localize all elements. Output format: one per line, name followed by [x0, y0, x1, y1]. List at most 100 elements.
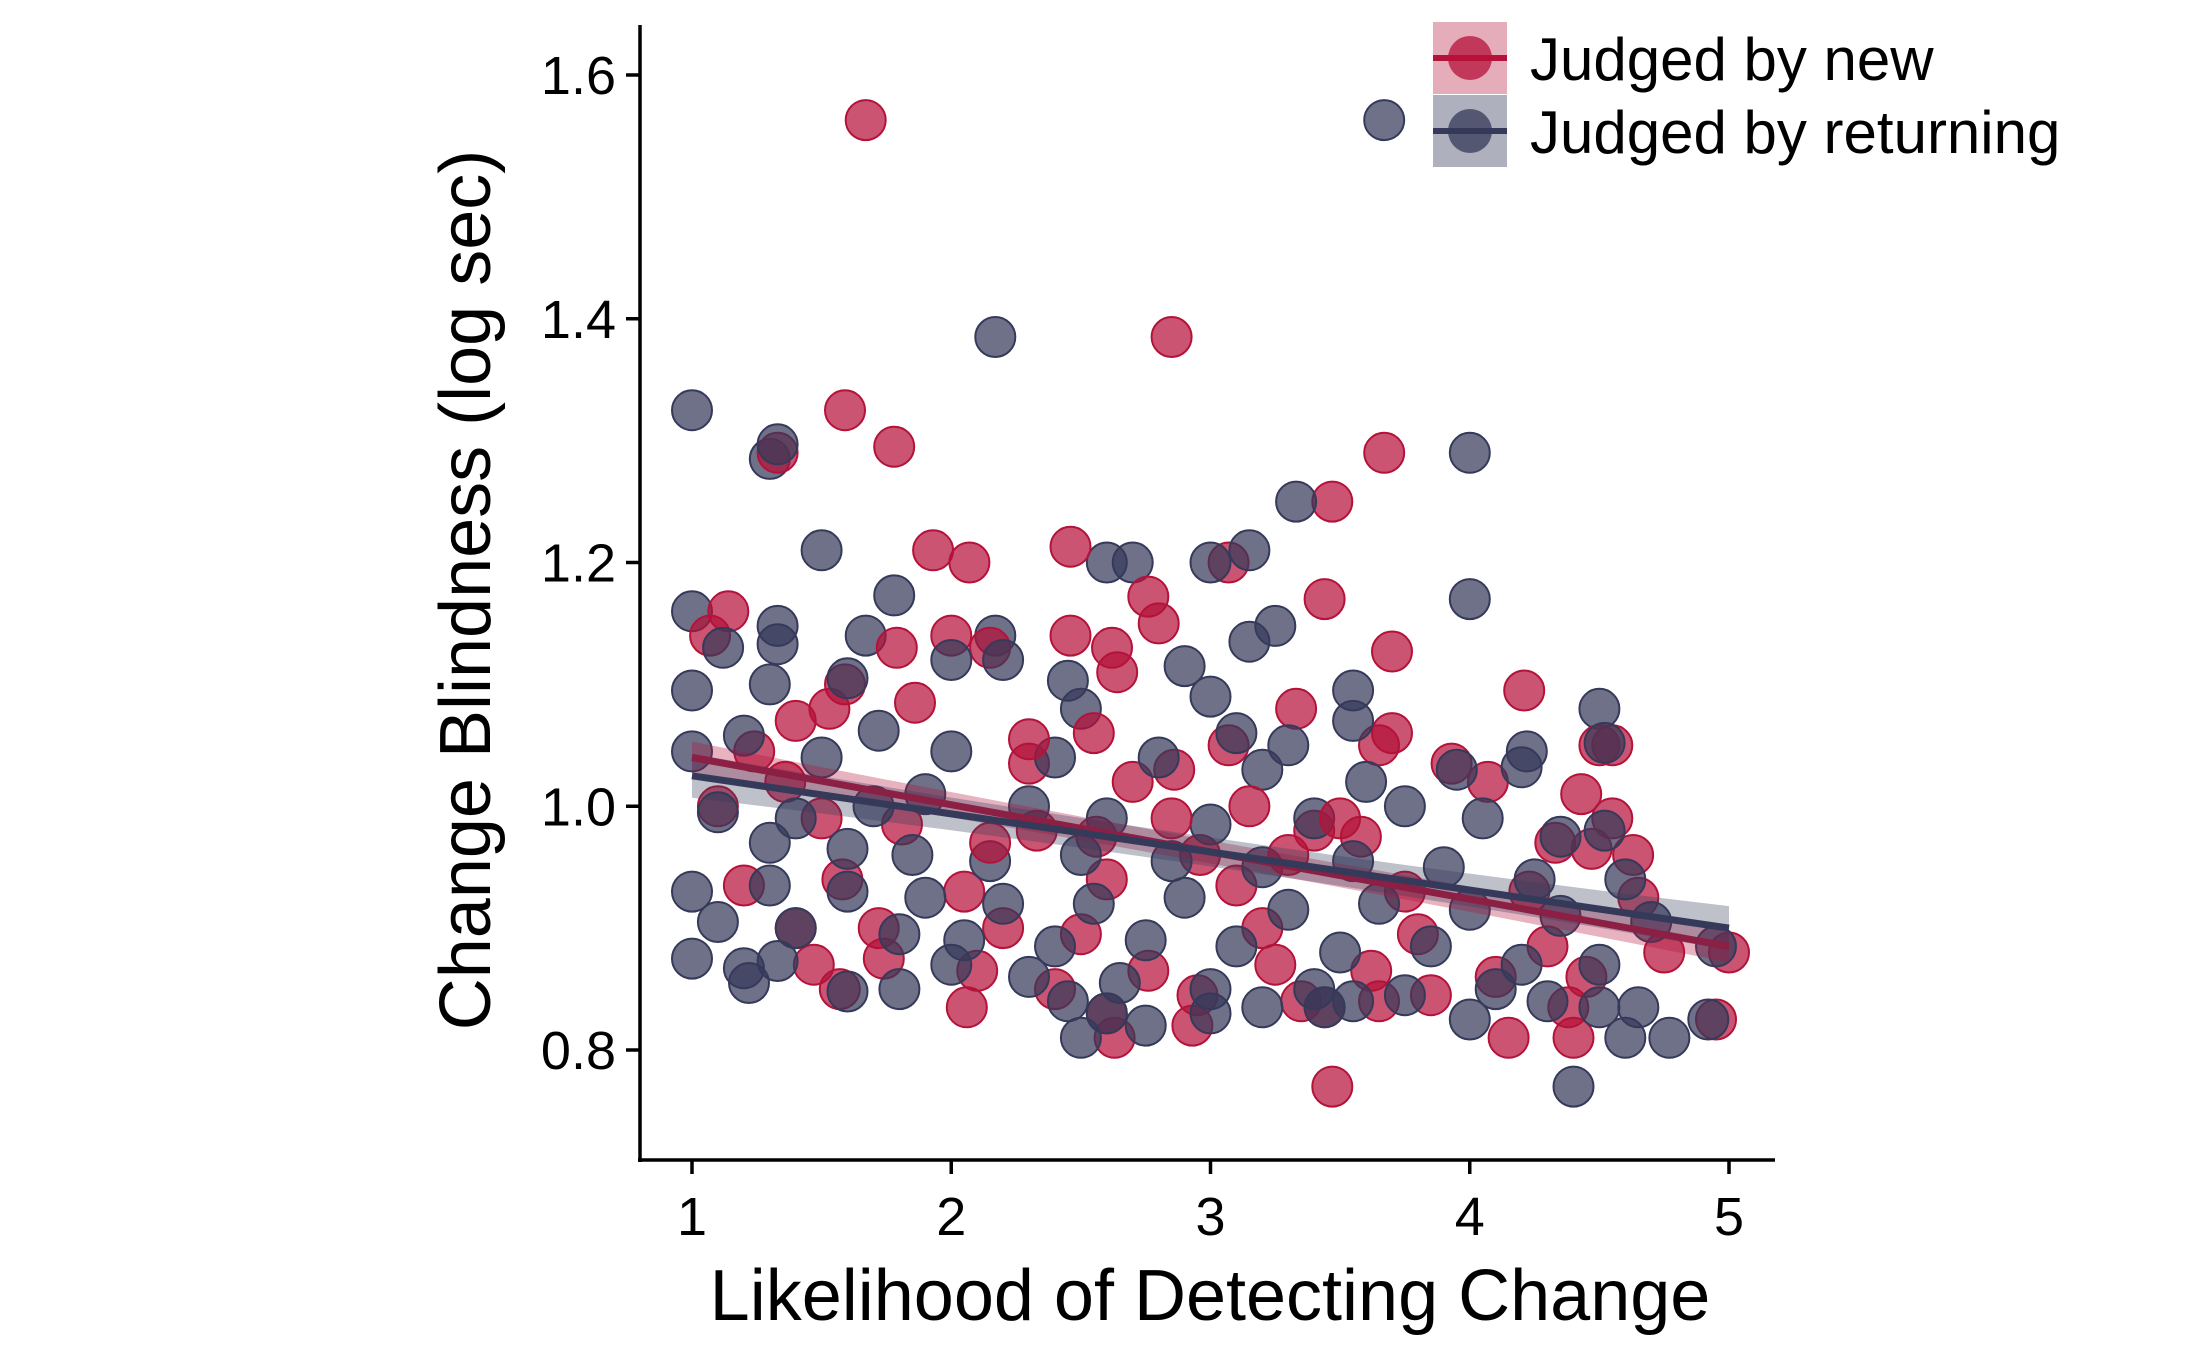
point-judged-by-returning [696, 791, 739, 834]
point-judged-by-returning [1526, 980, 1569, 1023]
point-judged-by-returning [1539, 815, 1582, 858]
legend-item-new: Judged by new [1433, 22, 1934, 94]
point-judged-by-returning [1583, 721, 1626, 764]
point-judged-by-returning [982, 882, 1025, 925]
point-judged-by-returning [774, 797, 817, 840]
point-judged-by-new [1111, 760, 1154, 803]
point-judged-by-returning [702, 626, 745, 669]
regression-layer [691, 741, 1730, 963]
point-judged-by-returning [748, 864, 791, 907]
regression-line-judged-by-returning [691, 772, 1730, 932]
point-judged-by-returning [1046, 980, 1089, 1023]
point-judged-by-new [945, 986, 988, 1029]
point-judged-by-new [1096, 651, 1139, 694]
point-judged-by-returning [1578, 986, 1621, 1029]
point-judged-by-returning [878, 913, 921, 956]
point-judged-by-new [875, 626, 918, 669]
legend-label-new: Judged by new [1530, 26, 1934, 93]
point-judged-by-returning [982, 639, 1025, 681]
legend: Judged by new Judged by returning [1433, 22, 2060, 167]
point-judged-by-returning [1085, 992, 1128, 1035]
point-judged-by-returning [1500, 746, 1543, 789]
point-judged-by-returning [878, 968, 921, 1011]
point-judged-by-returning [1228, 620, 1271, 663]
point-judged-by-new [1008, 718, 1050, 761]
x-tick-label: 5 [1714, 1187, 1744, 1247]
point-judged-by-new [1311, 1065, 1354, 1108]
point-judged-by-returning [1163, 876, 1206, 919]
point-judged-by-new [1487, 1016, 1530, 1059]
point-judged-by-new [1228, 785, 1271, 828]
y-axis-title: Change Blindness (log sec) [426, 150, 506, 1031]
point-judged-by-returning [748, 663, 791, 706]
point-judged-by-new [1049, 614, 1092, 657]
point-judged-by-returning [1303, 986, 1346, 1029]
axes [638, 25, 1775, 1162]
point-judged-by-new [1254, 943, 1297, 986]
point-judged-by-returning [756, 940, 799, 982]
point-judged-by-new [707, 590, 750, 633]
point-judged-by-returning [1461, 797, 1504, 840]
y-ticks: 0.8 1.0 1.2 1.4 1.6 [541, 46, 640, 1081]
point-judged-by-new [1150, 797, 1193, 840]
point-judged-by-returning [1072, 882, 1115, 925]
point-judged-by-returning [930, 730, 973, 773]
point-judged-by-returning [671, 669, 713, 712]
point-judged-by-new [844, 99, 887, 142]
point-judged-by-returning [1059, 1016, 1102, 1059]
point-judged-by-returning [671, 937, 713, 980]
point-judged-by-new [1363, 431, 1406, 474]
legend-key-returning-point [1448, 109, 1492, 153]
point-judged-by-returning [1448, 998, 1491, 1041]
y-tick-label: 1.2 [541, 534, 616, 594]
point-judged-by-returning [671, 870, 713, 913]
point-judged-by-returning [1578, 943, 1621, 986]
point-judged-by-returning [1500, 943, 1543, 986]
point-judged-by-returning [873, 574, 916, 617]
point-judged-by-new [873, 425, 916, 468]
point-judged-by-new [1303, 578, 1346, 621]
point-judged-by-returning [1215, 925, 1258, 968]
point-judged-by-returning [1189, 675, 1232, 718]
x-tick-label: 3 [1195, 1187, 1225, 1247]
point-judged-by-returning [1267, 724, 1310, 767]
point-judged-by-new [1137, 602, 1180, 645]
y-tick-label: 1.4 [541, 290, 616, 350]
point-judged-by-new [1150, 316, 1193, 358]
point-judged-by-returning [748, 821, 791, 864]
point-judged-by-new [1371, 712, 1413, 755]
point-judged-by-new [1275, 687, 1318, 730]
point-judged-by-new [1371, 630, 1413, 673]
legend-item-returning: Judged by returning [1433, 95, 2060, 167]
point-judged-by-returning [974, 316, 1017, 358]
point-judged-by-returning [756, 423, 799, 466]
point-judged-by-returning [1435, 748, 1478, 791]
point-judged-by-returning [1383, 974, 1426, 1017]
legend-label-returning: Judged by returning [1530, 99, 2060, 166]
point-judged-by-new [1072, 712, 1115, 755]
point-judged-by-returning [1319, 931, 1362, 974]
x-tick-label: 4 [1455, 1187, 1485, 1247]
point-judged-by-returning [1383, 785, 1426, 828]
point-judged-by-returning [1163, 645, 1206, 688]
point-judged-by-returning [774, 907, 817, 950]
point-judged-by-returning [930, 943, 973, 986]
point-judged-by-returning [1474, 968, 1517, 1011]
points-layer [671, 99, 1750, 1108]
point-judged-by-new [1560, 773, 1603, 816]
point-judged-by-returning [696, 901, 739, 943]
point-judged-by-returning [891, 834, 934, 876]
x-tick-label: 2 [936, 1187, 966, 1247]
point-judged-by-new [1319, 797, 1362, 840]
point-judged-by-returning [826, 827, 869, 870]
point-judged-by-returning [1189, 992, 1232, 1035]
point-judged-by-returning [1604, 858, 1647, 901]
point-judged-by-returning [930, 639, 973, 681]
point-judged-by-returning [1345, 760, 1388, 803]
point-judged-by-returning [1409, 925, 1452, 968]
point-judged-by-returning [1583, 809, 1626, 852]
point-judged-by-returning [1189, 541, 1232, 584]
point-judged-by-returning [1111, 541, 1154, 584]
point-judged-by-returning [1124, 919, 1167, 962]
point-judged-by-returning [904, 876, 947, 919]
